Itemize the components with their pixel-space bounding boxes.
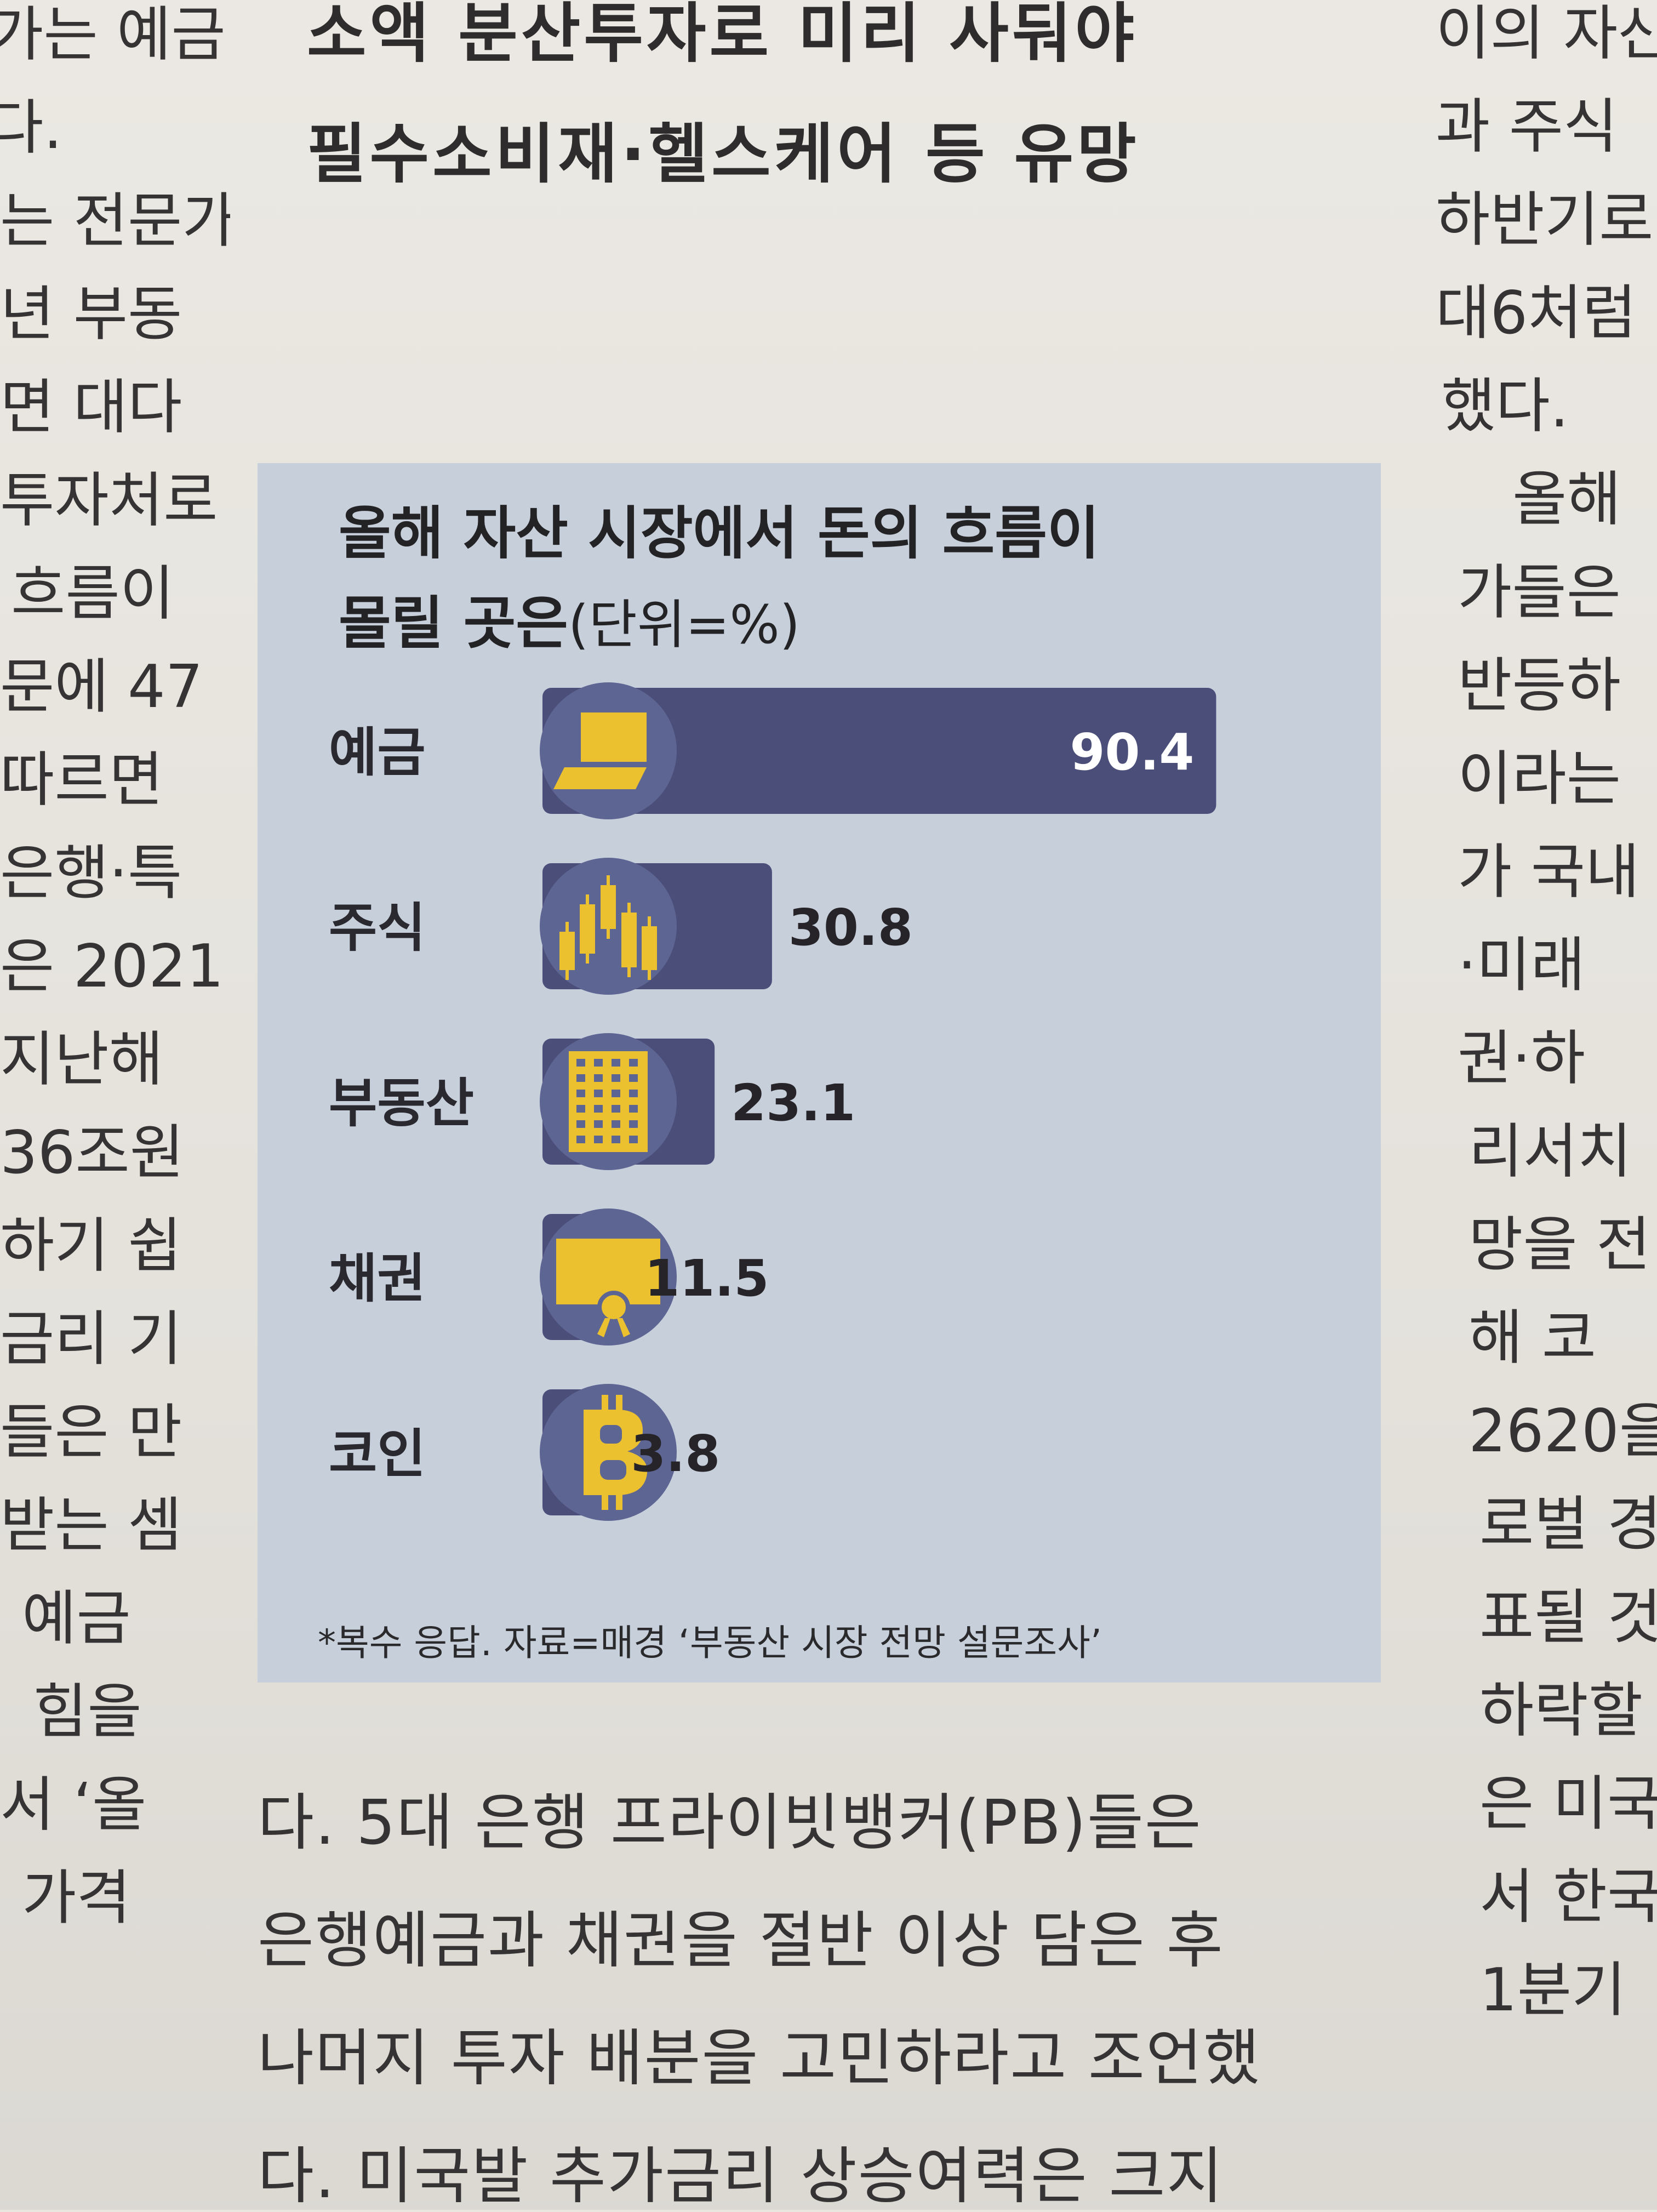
text-line: 2620을 bbox=[1469, 1397, 1657, 1466]
candlestick-icon bbox=[559, 875, 657, 980]
chart-title-text: 몰릴 곳은 bbox=[339, 590, 568, 657]
text-line: ·미래 bbox=[1458, 931, 1586, 1000]
text-line: 표될 것 bbox=[1479, 1583, 1657, 1652]
category-label-4: 채권 bbox=[329, 1248, 426, 1309]
text-line: 망을 전 bbox=[1469, 1211, 1651, 1279]
text-line: 했다. bbox=[1441, 372, 1569, 441]
text-line: 하락할 bbox=[1479, 1677, 1643, 1745]
text-line: 서 ‘올 bbox=[0, 1771, 147, 1839]
value-label-4: 11.5 bbox=[644, 1249, 769, 1308]
text-line: 힘을 bbox=[33, 1678, 142, 1746]
text-line: 이의 자산 bbox=[1436, 0, 1657, 68]
chart-unit-label: (단위=%) bbox=[568, 594, 801, 655]
text-line: 36조원 bbox=[0, 1119, 185, 1187]
text-line: 다. 미국발 추가금리 상승여력은 크지 bbox=[258, 2141, 1224, 2212]
bar-chart: 예금 90.4 주식 30.8 부동산 23.1 채권 11.5 코인 3.8 bbox=[329, 682, 1216, 1521]
text-line: 나머지 투자 배분을 고민하라고 조언했 bbox=[258, 2023, 1261, 2094]
headline-line-2: 필수소비재·헬스케어 등 유망 bbox=[307, 116, 1140, 192]
text-line: 은 2021 bbox=[0, 932, 224, 1001]
text-line: 은행예금과 채권을 절반 이상 담은 후 bbox=[258, 1905, 1224, 1976]
text-line: 흐름이 bbox=[11, 560, 175, 628]
text-line: 는 전문가 bbox=[0, 187, 230, 255]
category-label-1: 예금 bbox=[329, 722, 426, 783]
text-line: 년 부동 bbox=[0, 280, 182, 349]
text-line: 가격 bbox=[22, 1864, 131, 1932]
text-line: 해 코 bbox=[1469, 1304, 1597, 1372]
text-line: 금리 기 bbox=[0, 1305, 182, 1373]
laptop-icon bbox=[553, 712, 647, 789]
value-label-3: 23.1 bbox=[731, 1074, 855, 1132]
text-line: 들은 만 bbox=[0, 1398, 182, 1467]
chart-footnote: *복수 응답. 자료=매경 ‘부동산 시장 전망 설문조사’ bbox=[318, 1622, 1102, 1664]
value-label-5: 3.8 bbox=[631, 1424, 720, 1483]
text-line: 반등하 bbox=[1458, 652, 1621, 720]
text-line: 따르면 bbox=[0, 746, 164, 814]
bar-1 bbox=[542, 688, 1216, 814]
text-line: 가 국내 bbox=[1458, 838, 1640, 907]
text-line: 은행·특 bbox=[0, 839, 182, 908]
text-line: 다. 5대 은행 프라이빗뱅커(PB)들은 bbox=[258, 1787, 1202, 1858]
text-line: 하기 쉽 bbox=[0, 1212, 182, 1280]
bar-row-1: 예금 90.4 bbox=[329, 682, 1216, 819]
chart-title-line-1: 올해 자산 시장에서 돈의 흐름이 bbox=[339, 500, 1100, 567]
text-line: 예금 bbox=[22, 1584, 131, 1653]
text-line: 이라는 bbox=[1458, 745, 1621, 813]
text-line: 은 미국 bbox=[1479, 1770, 1657, 1838]
bar-row-2: 주식 30.8 bbox=[329, 858, 913, 995]
text-line: 권·하 bbox=[1458, 1024, 1586, 1093]
text-line: 1분기 bbox=[1479, 1956, 1626, 2025]
text-line: 가는 예금 bbox=[0, 1, 226, 69]
headline-line-1: 소액 분산투자로 미리 사둬야 bbox=[307, 0, 1138, 71]
text-line: 올해 bbox=[1512, 465, 1621, 534]
value-label-1: 90.4 bbox=[1070, 723, 1194, 782]
bitcoin-icon bbox=[584, 1395, 648, 1510]
text-line: 다. bbox=[0, 94, 62, 162]
text-line: 가들은 bbox=[1458, 558, 1621, 627]
text-line: 받는 셈 bbox=[0, 1491, 182, 1560]
category-label-5: 코인 bbox=[329, 1423, 426, 1485]
text-line: 로벌 경 bbox=[1479, 1490, 1657, 1559]
value-label-2: 30.8 bbox=[788, 898, 913, 957]
text-line: 과 주식 bbox=[1436, 93, 1618, 161]
chart-panel: 올해 자산 시장에서 돈의 흐름이 몰릴 곳은(단위=%) 예금 90.4 주식 30… bbox=[258, 463, 1381, 1683]
text-line: 투자처로 bbox=[0, 466, 218, 535]
text-line: 문에 47 bbox=[0, 653, 203, 721]
text-line: 지난해 bbox=[0, 1025, 164, 1094]
bar-row-3: 부동산 23.1 bbox=[329, 1033, 855, 1170]
text-line: 대6처럼 bbox=[1436, 279, 1637, 347]
bar-row-4: 채권 11.5 bbox=[329, 1208, 769, 1346]
text-line: 서 한국 bbox=[1479, 1863, 1657, 1931]
building-icon bbox=[569, 1051, 648, 1152]
category-label-2: 주식 bbox=[329, 897, 426, 959]
text-line: 면 대다 bbox=[0, 373, 182, 442]
text-line: 리서치 bbox=[1469, 1118, 1632, 1186]
category-label-3: 부동산 bbox=[329, 1073, 474, 1134]
text-line: 하반기로 bbox=[1436, 186, 1654, 254]
certificate-icon bbox=[556, 1239, 660, 1337]
bar-row-5: 코인 3.8 bbox=[329, 1384, 720, 1521]
chart-title-line-2: 몰릴 곳은(단위=%) bbox=[339, 595, 800, 652]
